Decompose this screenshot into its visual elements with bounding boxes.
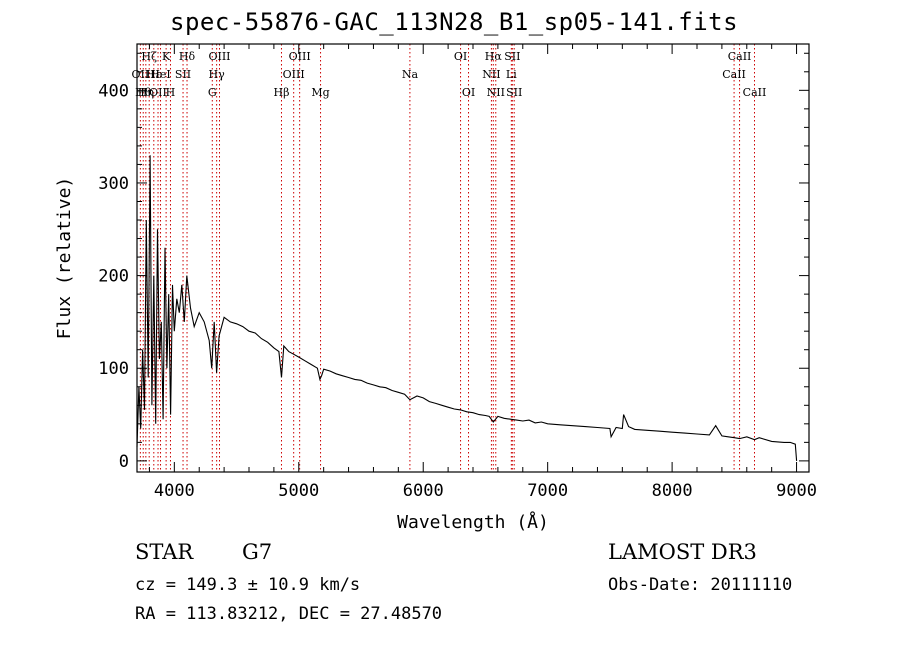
y-tick-label: 0 [119, 452, 129, 472]
x-axis: 4000 5000 6000 7000 8000 9000 [148, 44, 817, 501]
marker-label: Na [402, 68, 419, 81]
marker-label: Hε [146, 68, 162, 81]
marker-label: CaII [728, 50, 752, 63]
marker-label: SII [504, 50, 520, 63]
marker-label: OII [149, 86, 167, 99]
x-tick-label: 7000 [527, 481, 568, 501]
redshift-value: cz = 149.3 ± 10.9 km/s [135, 575, 361, 595]
observation-date: Obs-Date: 20111110 [608, 575, 793, 595]
marker-label: H [166, 86, 176, 99]
marker-label: OII [132, 68, 150, 81]
x-axis-label: Wavelength (Å) [397, 511, 549, 533]
y-axis-label: Flux (relative) [54, 177, 75, 340]
plot-frame [136, 43, 810, 473]
y-tick-label: 100 [98, 359, 129, 379]
survey-name: LAMOST DR3 [608, 540, 757, 564]
line-marker-labels: OIIHθHηHζHεOIIHeIKHSIIHδGHγOIIIHβOIIIOII… [132, 50, 767, 99]
marker-label: NII [487, 86, 505, 99]
marker-label: OI [462, 86, 475, 99]
marker-label: OIII [208, 50, 230, 63]
line-marker-group [139, 44, 755, 472]
marker-label: OI [454, 50, 467, 63]
marker-label: Hθ [135, 86, 152, 99]
y-tick-label: 400 [98, 81, 129, 101]
chart-title: spec-55876-GAC_113N28_B1_sp05-141.fits [170, 8, 739, 36]
x-tick-label: 4000 [154, 481, 195, 501]
object-class: STAR [135, 540, 194, 564]
marker-label: Li [506, 68, 517, 81]
marker-label: Hβ [274, 86, 290, 99]
x-tick-label: 8000 [652, 481, 693, 501]
marker-label: OIII [289, 50, 311, 63]
marker-label: CaII [743, 86, 767, 99]
x-tick-label: 6000 [403, 481, 444, 501]
marker-label: SII [506, 86, 522, 99]
y-tick-label: 200 [98, 267, 129, 287]
spectrum-series-line [136, 155, 798, 461]
y-axis: 0 100 200 300 400 [98, 52, 809, 472]
x-tick-label: 5000 [278, 481, 319, 501]
marker-label: Mg [311, 86, 329, 99]
spectrum-chart: 4000 5000 6000 7000 8000 9000 0 100 200 300 400 O… [54, 43, 817, 533]
marker-label: Hζ [141, 50, 157, 63]
marker-label: Hδ [179, 50, 196, 63]
marker-label: HeI [150, 68, 170, 81]
x-tick-label: 9000 [776, 481, 817, 501]
marker-label: CaII [722, 68, 746, 81]
marker-label: K [162, 50, 171, 63]
marker-label: Hα [485, 50, 503, 63]
marker-label: Hγ [209, 68, 226, 81]
marker-label: OIII [283, 68, 305, 81]
marker-label: Hη [138, 86, 154, 99]
marker-label: SII [175, 68, 191, 81]
marker-label: G [208, 86, 217, 99]
marker-label: NII [482, 68, 500, 81]
object-subclass: G7 [242, 540, 273, 564]
y-tick-label: 300 [98, 174, 129, 194]
sky-coordinates: RA = 113.83212, DEC = 27.48570 [135, 604, 443, 624]
